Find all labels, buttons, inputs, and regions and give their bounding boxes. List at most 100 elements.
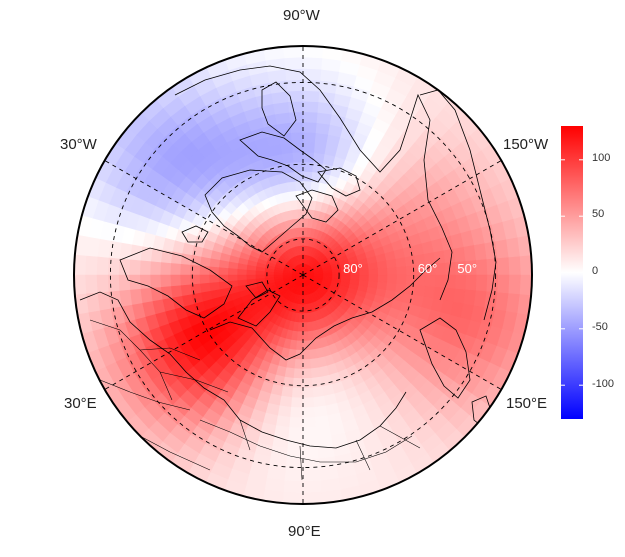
coastlines-and-borders: [79, 65, 497, 481]
field-cell: [302, 111, 318, 124]
field-cell: [209, 258, 221, 269]
field-cell: [405, 264, 416, 276]
field-cell: [157, 55, 183, 79]
field-cell: [139, 67, 166, 91]
field-cell: [118, 274, 131, 292]
field-cell: [150, 274, 162, 289]
novaya-zemlya: [237, 289, 281, 327]
field-cell: [530, 253, 532, 276]
field-cell: [434, 274, 446, 288]
field-cell: [238, 26, 262, 43]
field-cell: [279, 142, 293, 155]
field-cell: [74, 167, 85, 193]
map-border: [73, 45, 533, 505]
field-cell: [291, 396, 304, 408]
field-cell: [472, 429, 498, 455]
field-cell: [442, 248, 456, 263]
field-cell: [521, 167, 532, 193]
country-borders: [89, 319, 421, 481]
field-cell: [74, 254, 87, 276]
field-cell: [291, 386, 304, 398]
field-cell: [51, 231, 66, 254]
latitude-label: 50°: [457, 261, 477, 276]
field-cell: [519, 254, 532, 276]
field-cell: [140, 287, 154, 304]
field-cell: [85, 274, 99, 295]
field-cell: [296, 330, 304, 341]
field-cell: [345, 26, 369, 43]
field-cell: [281, 152, 294, 165]
field-cell: [302, 101, 319, 114]
field-cell: [536, 210, 553, 234]
field-cell: [190, 255, 202, 267]
field-cell: [302, 236, 307, 247]
graticule: [92, 46, 514, 504]
field-cell: [74, 357, 85, 383]
field-cell: [285, 457, 304, 471]
field-cell: [507, 274, 521, 295]
field-cell: [315, 424, 332, 438]
field-cell: [130, 288, 144, 306]
colorbar-tick-label: 50: [592, 208, 605, 220]
north-america-coastline: [174, 65, 453, 301]
field-cell: [227, 268, 239, 276]
colorbar-tick-label: 0: [592, 265, 599, 277]
field-cell: [190, 264, 201, 276]
field-cell: [195, 46, 221, 57]
field-cell: [180, 263, 192, 276]
field-cell: [274, 424, 291, 438]
field-cell: [315, 122, 330, 136]
colorbar-ticks: [561, 159, 583, 386]
field-cell: [452, 287, 466, 304]
latitude-labels: 80° 60° 50°: [343, 261, 477, 276]
field-cell: [324, 512, 347, 527]
field-cell: [404, 483, 431, 504]
field-cell: [367, 280, 378, 289]
field-cell: [302, 386, 315, 398]
field-cell: [170, 285, 183, 299]
field-cell: [529, 337, 532, 362]
scandinavia-coast: [119, 247, 233, 319]
field-cell: [457, 80, 483, 106]
field-cell: [440, 459, 467, 483]
field-cell: [289, 122, 304, 134]
field-cell: [331, 274, 342, 279]
field-cell: [283, 57, 304, 71]
field-cell: [95, 111, 119, 138]
field-cell: [95, 412, 119, 439]
field-cell: [376, 281, 388, 290]
colorbar-tick-label: -50: [592, 321, 608, 333]
field-cell: [150, 261, 162, 276]
field-cell: [129, 259, 142, 276]
field-cell: [298, 312, 304, 323]
field-cell: [160, 262, 172, 276]
field-cell: [385, 493, 411, 504]
field-cell: [487, 111, 511, 138]
field-cell: [274, 112, 291, 126]
field-cell: [170, 263, 182, 276]
field-cell: [255, 270, 266, 276]
field-cell: [302, 349, 311, 360]
field-cell: [302, 367, 313, 379]
field-cell: [228, 261, 239, 270]
field-cell: [284, 366, 296, 378]
field-cell: [297, 321, 304, 332]
field-cell: [288, 111, 304, 124]
field-cell: [123, 80, 149, 106]
field-cell: [394, 282, 406, 294]
field-cell: [312, 152, 325, 165]
field-cell: [404, 46, 431, 67]
field-cell: [281, 502, 304, 504]
field-cell: [289, 339, 298, 350]
field-cell: [395, 265, 407, 276]
svalbard: [245, 281, 269, 299]
field-cell: [423, 55, 449, 79]
field-cell: [507, 255, 521, 276]
field-cell: [386, 274, 397, 284]
field-cell: [302, 396, 315, 408]
field-cell: [440, 67, 467, 91]
field-cell: [281, 385, 294, 398]
field-cell: [496, 274, 510, 294]
canadian-archipelago: [239, 131, 361, 223]
